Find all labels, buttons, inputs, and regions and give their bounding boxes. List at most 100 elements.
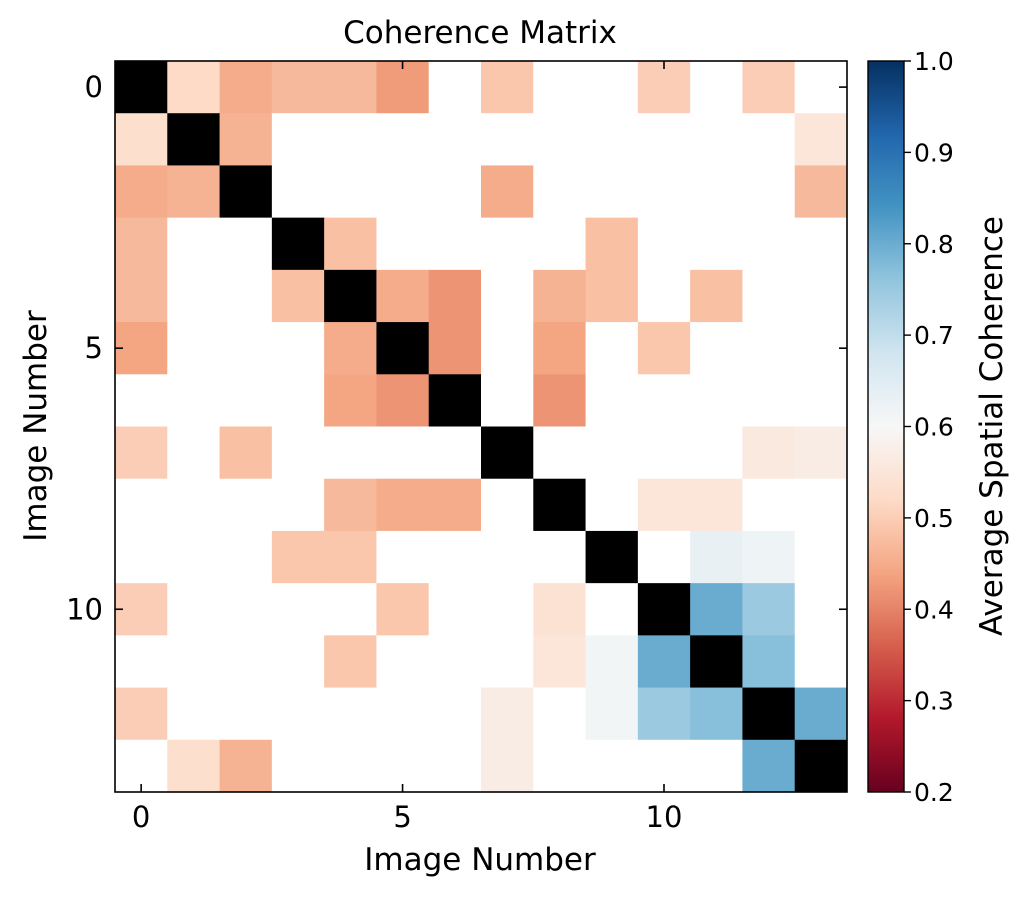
empty-cell bbox=[428, 635, 482, 689]
empty-cell bbox=[481, 113, 534, 166]
empty-cell bbox=[742, 217, 796, 271]
diagonal-cell bbox=[742, 687, 796, 741]
heatmap-cell bbox=[324, 635, 377, 689]
empty-cell bbox=[376, 530, 430, 584]
diagonal-cell bbox=[585, 530, 639, 584]
x-tick-label: 0 bbox=[132, 800, 150, 834]
diagonal-cell bbox=[690, 635, 743, 689]
heatmap-cell bbox=[637, 687, 691, 741]
diagonal-cell bbox=[428, 374, 482, 427]
empty-cell bbox=[481, 322, 534, 375]
empty-cell bbox=[324, 113, 377, 166]
heatmap-cell bbox=[219, 426, 273, 480]
empty-cell bbox=[794, 635, 848, 689]
heatmap-cell bbox=[376, 583, 430, 636]
heatmap-cell bbox=[115, 269, 168, 323]
empty-cell bbox=[428, 61, 482, 114]
empty-cell bbox=[167, 322, 221, 375]
heatmap-cell bbox=[271, 269, 325, 323]
heatmap-cell bbox=[742, 426, 796, 480]
empty-cell bbox=[637, 113, 691, 166]
empty-cell bbox=[376, 687, 430, 741]
empty-cell bbox=[428, 583, 482, 636]
chart-title: Coherence Matrix bbox=[343, 15, 617, 51]
heatmap-cell bbox=[167, 61, 221, 114]
empty-cell bbox=[324, 165, 377, 219]
heatmap-cell bbox=[115, 687, 168, 741]
empty-cell bbox=[690, 374, 743, 427]
heatmap-cell bbox=[585, 217, 639, 271]
heatmap-cell bbox=[481, 739, 534, 793]
heatmap-cell bbox=[324, 61, 377, 114]
heatmap-cell bbox=[742, 739, 796, 793]
empty-cell bbox=[533, 113, 587, 166]
y-tick-label: 5 bbox=[85, 331, 103, 365]
diagonal-cell bbox=[324, 269, 377, 323]
empty-cell bbox=[585, 478, 639, 532]
empty-cell bbox=[167, 269, 221, 323]
empty-cell bbox=[637, 269, 691, 323]
empty-cell bbox=[533, 426, 587, 480]
heatmap-cell bbox=[428, 269, 482, 323]
heatmap-cell bbox=[481, 687, 534, 741]
diagonal-cell bbox=[271, 217, 325, 271]
empty-cell bbox=[637, 165, 691, 219]
empty-cell bbox=[376, 165, 430, 219]
heatmap-cell bbox=[637, 61, 691, 114]
empty-cell bbox=[533, 61, 587, 114]
empty-cell bbox=[115, 739, 168, 793]
heatmap-cell bbox=[533, 322, 587, 375]
empty-cell bbox=[428, 217, 482, 271]
empty-cell bbox=[794, 269, 848, 323]
empty-cell bbox=[794, 61, 848, 114]
empty-cell bbox=[690, 739, 743, 793]
heatmap-cell bbox=[115, 113, 168, 166]
empty-cell bbox=[481, 478, 534, 532]
empty-cell bbox=[271, 635, 325, 689]
heatmap-cell bbox=[271, 530, 325, 584]
empty-cell bbox=[533, 217, 587, 271]
diagonal-cell bbox=[637, 583, 691, 636]
empty-cell bbox=[167, 530, 221, 584]
empty-cell bbox=[271, 583, 325, 636]
empty-cell bbox=[271, 322, 325, 375]
heatmap-cell bbox=[219, 113, 273, 166]
empty-cell bbox=[271, 165, 325, 219]
heatmap-cell bbox=[324, 374, 377, 427]
empty-cell bbox=[690, 217, 743, 271]
colorbar-tick-label: 0.2 bbox=[914, 778, 954, 807]
heatmap-cell bbox=[115, 322, 168, 375]
heatmap-cell bbox=[376, 374, 430, 427]
heatmap-cell bbox=[376, 61, 430, 114]
colorbar-tick-label: 0.4 bbox=[914, 595, 954, 624]
heatmap-cell bbox=[794, 426, 848, 480]
empty-cell bbox=[428, 113, 482, 166]
empty-cell bbox=[533, 530, 587, 584]
empty-cell bbox=[585, 61, 639, 114]
empty-cell bbox=[167, 426, 221, 480]
empty-cell bbox=[324, 426, 377, 480]
empty-cell bbox=[637, 217, 691, 271]
heatmap-cell bbox=[637, 478, 691, 532]
heatmap-cell bbox=[533, 635, 587, 689]
heatmap-cell bbox=[690, 478, 743, 532]
empty-cell bbox=[115, 374, 168, 427]
heatmap-cell bbox=[167, 739, 221, 793]
diagonal-cell bbox=[167, 113, 221, 166]
empty-cell bbox=[690, 322, 743, 375]
empty-cell bbox=[742, 113, 796, 166]
heatmap-cell bbox=[533, 269, 587, 323]
heatmap-cell bbox=[324, 322, 377, 375]
colorbar-tick-label: 0.3 bbox=[914, 687, 954, 716]
x-tick-label: 10 bbox=[646, 800, 683, 834]
heatmap-cell bbox=[376, 269, 430, 323]
heatmap-cell bbox=[428, 322, 482, 375]
empty-cell bbox=[533, 687, 587, 741]
empty-cell bbox=[219, 635, 273, 689]
empty-cell bbox=[219, 478, 273, 532]
empty-cell bbox=[271, 687, 325, 741]
empty-cell bbox=[794, 374, 848, 427]
empty-cell bbox=[167, 635, 221, 689]
empty-cell bbox=[585, 739, 639, 793]
